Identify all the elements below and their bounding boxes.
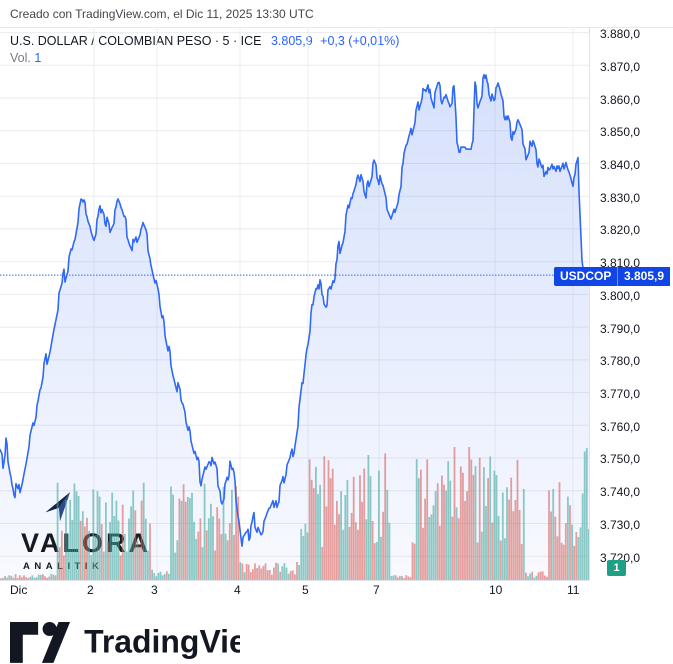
svg-text:TradingView: TradingView xyxy=(84,624,240,660)
